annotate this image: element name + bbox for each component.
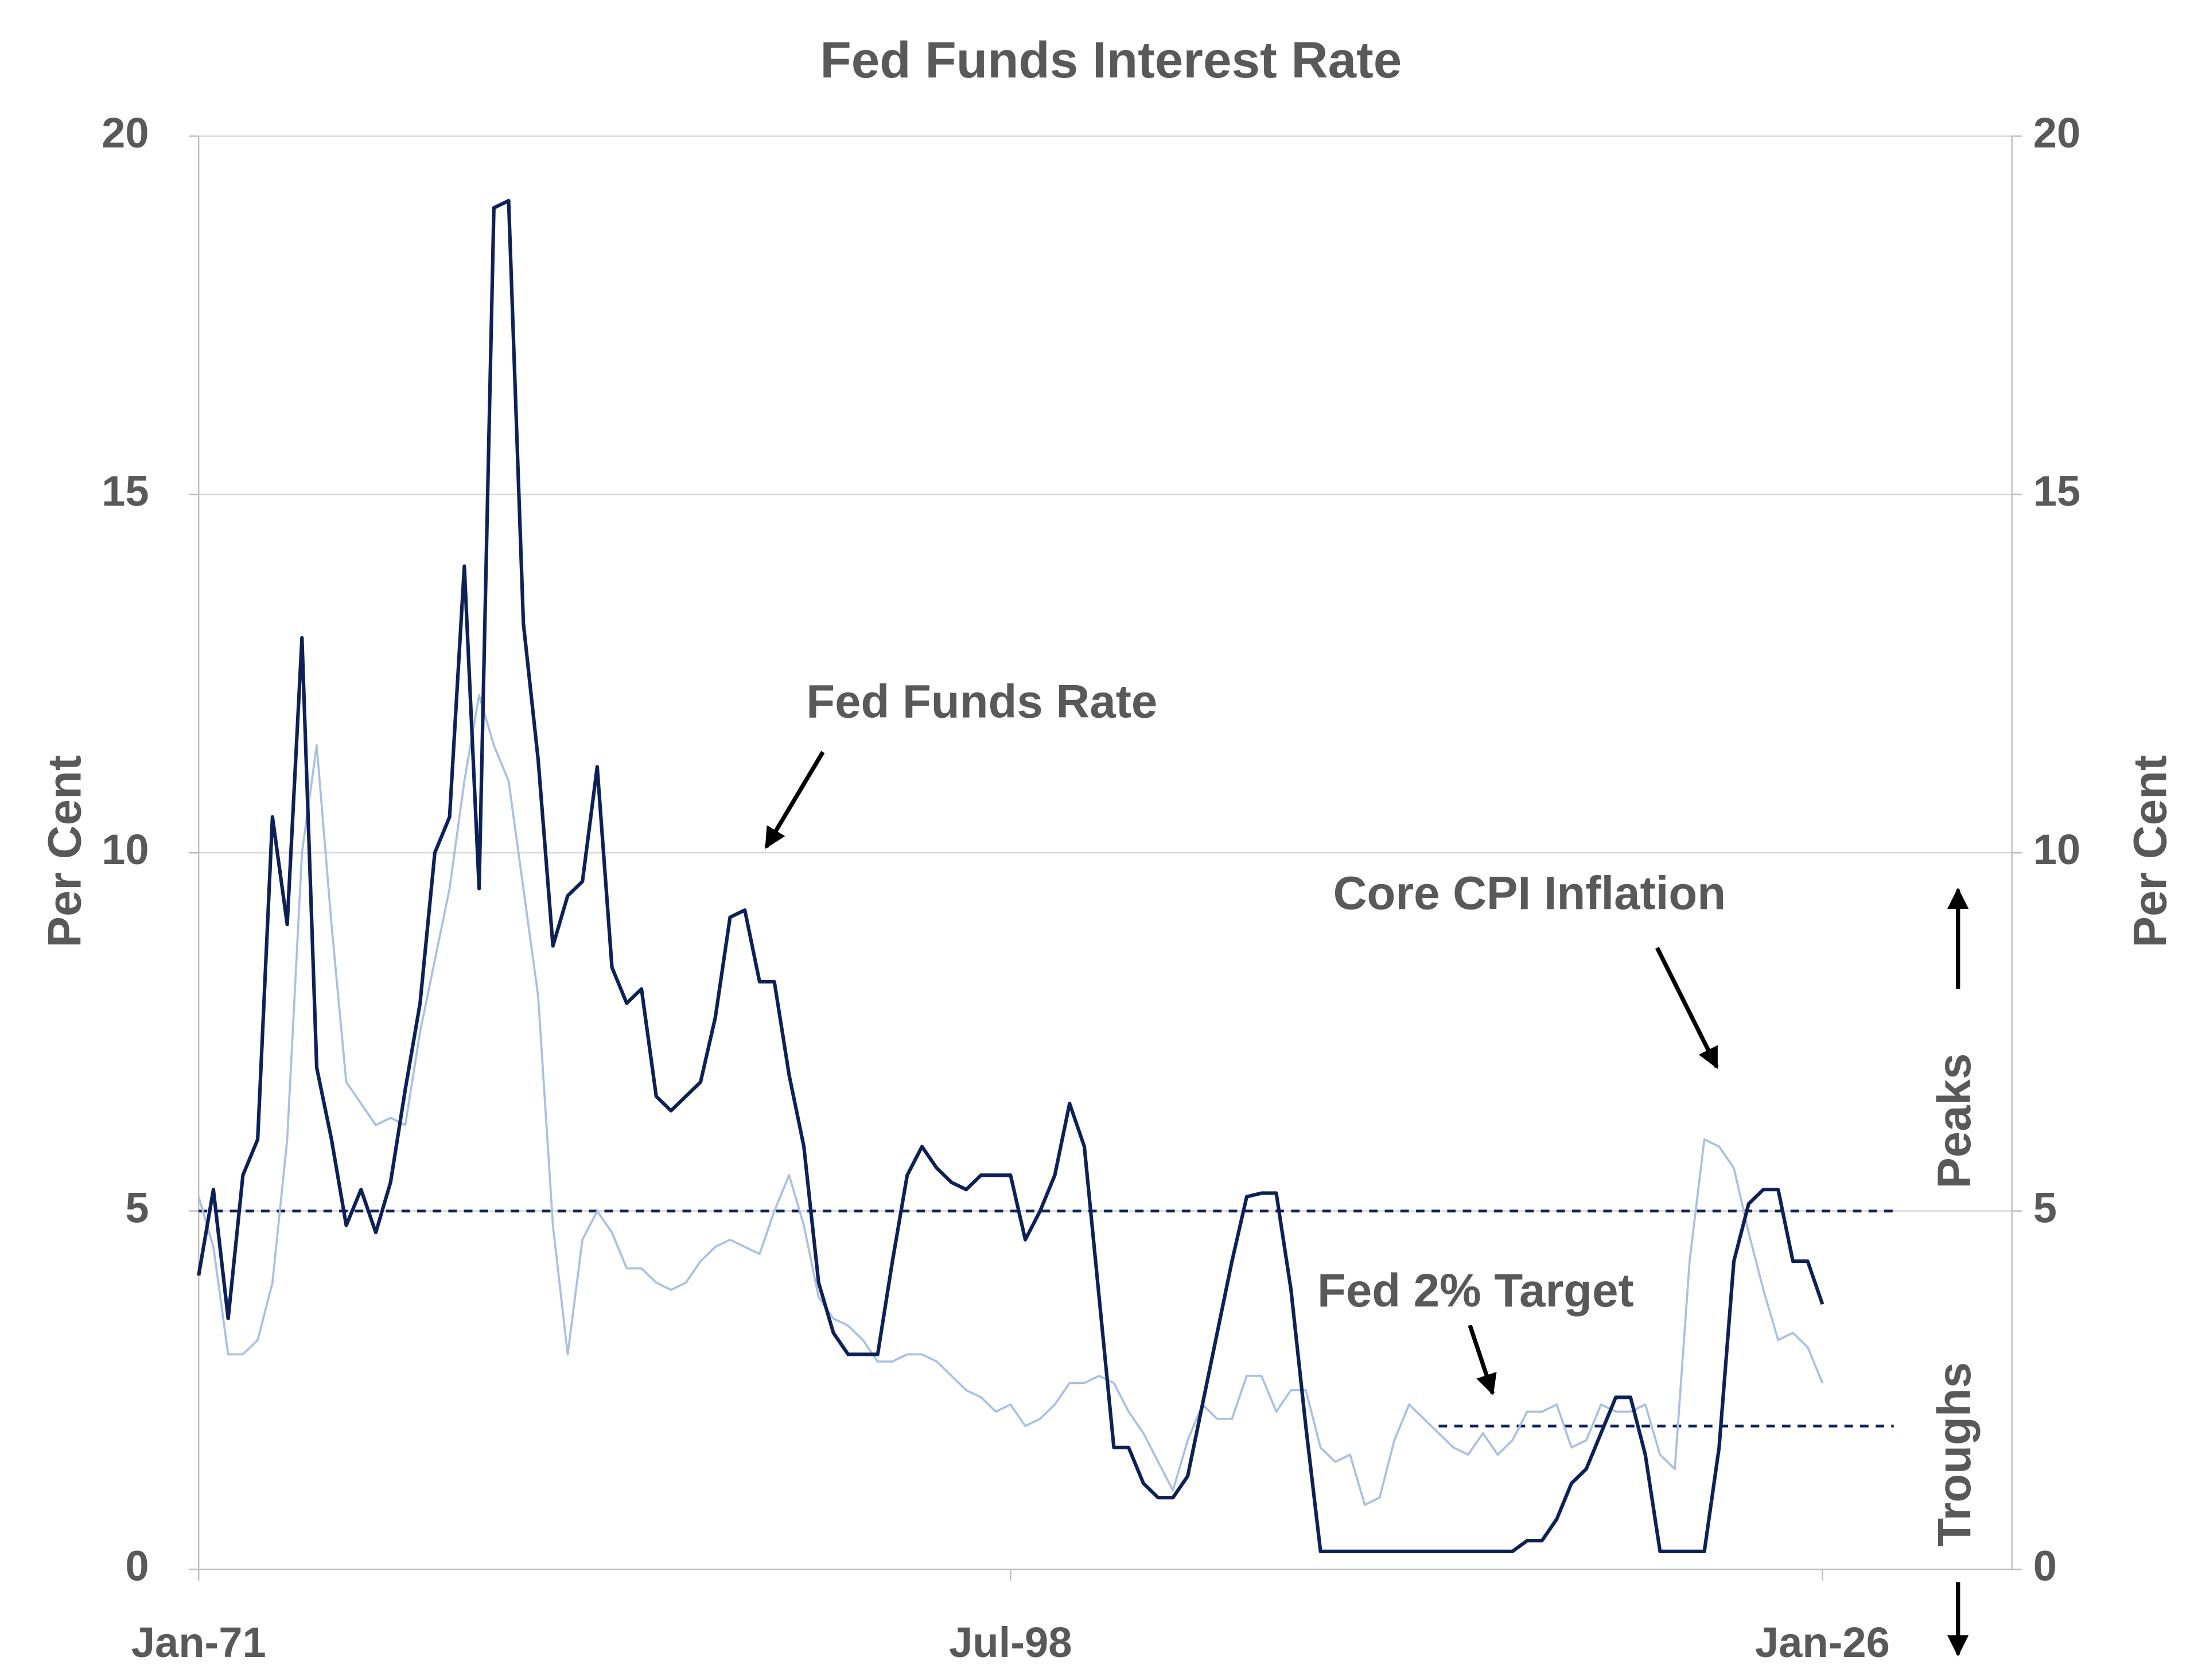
y2-tick-label: 5 bbox=[2033, 1184, 2057, 1231]
annotation: Fed 2% Target bbox=[1317, 1265, 1634, 1317]
x-tick-label: Jan-71 bbox=[131, 1619, 266, 1666]
y2-tick-label: 20 bbox=[2033, 109, 2081, 157]
y2-tick-label: 15 bbox=[2033, 467, 2081, 515]
annotation: Fed Funds Rate bbox=[806, 676, 1157, 728]
annotation-arrow bbox=[1468, 1324, 1497, 1395]
annotation-arrow bbox=[764, 750, 825, 849]
annotation: Peaks bbox=[1928, 1053, 1981, 1189]
y-tick-label: 10 bbox=[102, 826, 149, 873]
y-tick-label: 15 bbox=[102, 467, 149, 515]
y2-axis-label: Per Cent bbox=[2124, 755, 2176, 948]
y-tick-label: 20 bbox=[102, 109, 149, 157]
annotation: Troughs bbox=[1928, 1362, 1981, 1547]
series-line bbox=[197, 694, 1824, 1506]
y-tick-label: 5 bbox=[125, 1184, 149, 1231]
y2-tick-label: 10 bbox=[2033, 826, 2081, 873]
chart-title: Fed Funds Interest Rate bbox=[820, 31, 1402, 88]
annotation: Core CPI Inflation bbox=[1333, 867, 1726, 919]
y-axis-label: Per Cent bbox=[38, 755, 91, 948]
x-tick-label: Jan-26 bbox=[1755, 1619, 1890, 1666]
annotation-arrow bbox=[1655, 947, 1719, 1069]
x-tick-label: Jul-98 bbox=[949, 1619, 1072, 1666]
y2-tick-label: 0 bbox=[2033, 1542, 2057, 1590]
y-tick-label: 0 bbox=[125, 1542, 149, 1590]
series-line bbox=[197, 199, 1824, 1553]
